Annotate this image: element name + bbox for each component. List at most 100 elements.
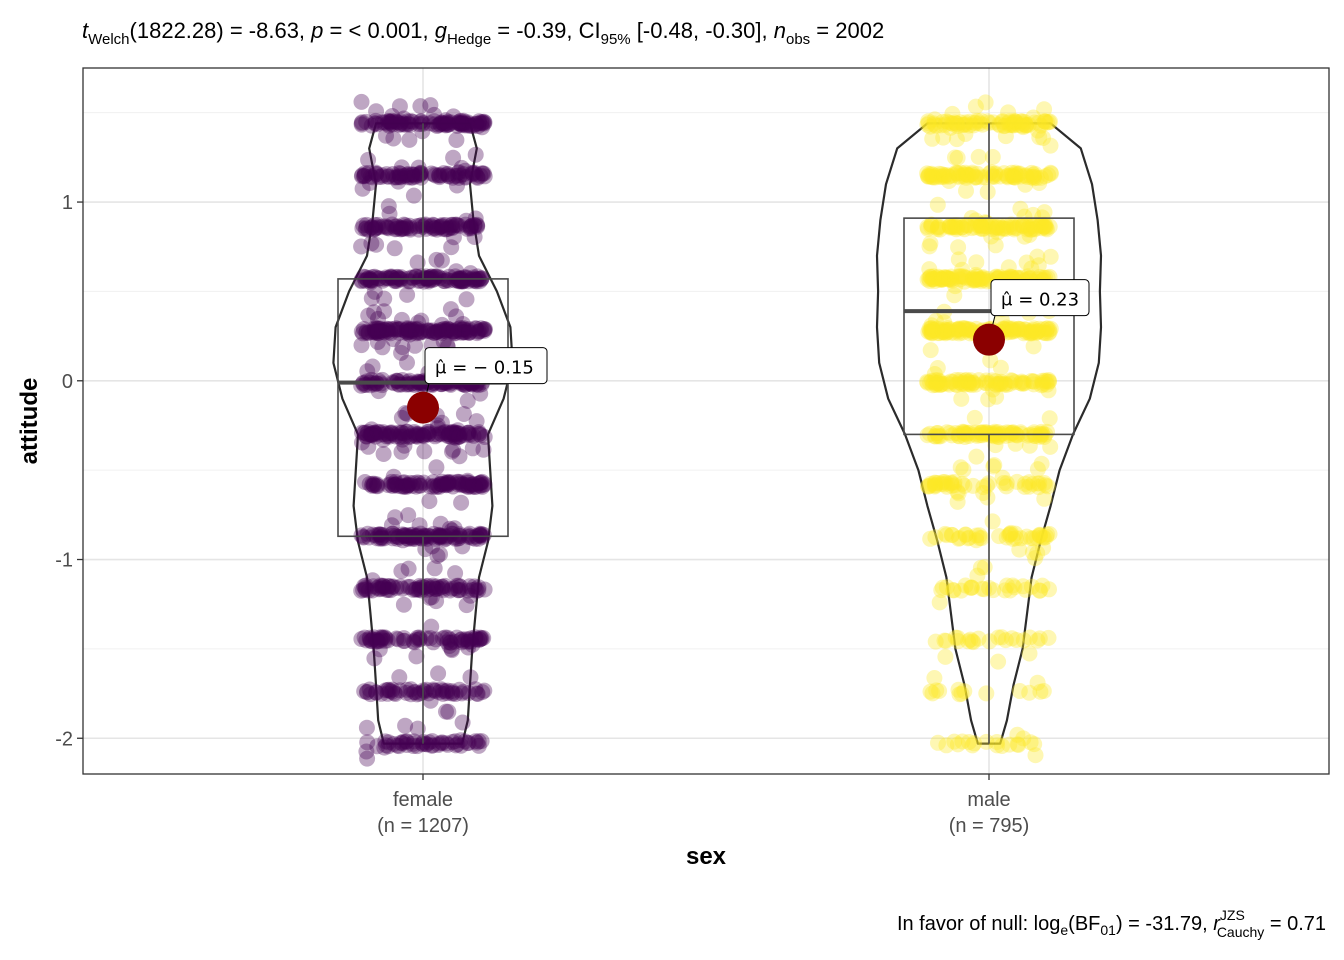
data-point — [1004, 320, 1021, 337]
data-point — [392, 734, 409, 751]
data-point — [354, 434, 370, 451]
data-point — [372, 577, 389, 594]
data-point — [435, 333, 452, 350]
data-point — [382, 582, 399, 599]
data-point — [1015, 730, 1032, 747]
data-point — [476, 168, 493, 185]
data-point — [958, 216, 975, 233]
data-point — [395, 115, 412, 132]
data-point — [413, 582, 430, 599]
mean-label: μ̂ = 0.23 — [1001, 290, 1079, 311]
data-point — [450, 577, 467, 594]
data-point — [470, 426, 487, 443]
data-point — [452, 320, 469, 337]
data-point — [1021, 325, 1038, 342]
data-point — [366, 304, 383, 321]
data-point — [434, 316, 450, 333]
data-point — [440, 475, 457, 492]
data-point — [378, 219, 395, 236]
data-point — [451, 428, 468, 445]
data-point — [987, 437, 1004, 454]
data-point — [415, 428, 432, 445]
data-point — [987, 425, 1003, 441]
data-point — [963, 579, 980, 596]
data-point — [353, 582, 370, 599]
data-point — [440, 272, 457, 289]
data-point — [472, 167, 489, 184]
data-point — [409, 320, 426, 337]
data-point — [472, 474, 489, 491]
data-point — [456, 321, 472, 338]
data-point — [435, 115, 452, 132]
data-point — [366, 320, 383, 337]
data-point — [1039, 478, 1056, 495]
data-point — [471, 425, 488, 442]
data-point — [407, 425, 424, 442]
data-point — [954, 116, 971, 133]
data-point — [924, 685, 941, 702]
data-point — [432, 476, 449, 493]
data-point — [1027, 747, 1044, 764]
data-point — [941, 173, 957, 189]
data-point — [393, 159, 410, 176]
data-point — [1024, 323, 1041, 340]
data-point — [475, 630, 492, 646]
data-point — [413, 684, 430, 701]
data-point — [418, 736, 435, 753]
data-point — [961, 321, 978, 338]
data-point — [1041, 581, 1057, 598]
data-point — [366, 268, 383, 285]
data-point — [1017, 117, 1034, 134]
data-point — [944, 527, 961, 543]
data-point — [1020, 324, 1037, 341]
data-point — [384, 116, 401, 133]
data-point — [1005, 116, 1022, 133]
data-point — [449, 476, 466, 493]
data-point — [430, 580, 447, 597]
data-point — [1027, 220, 1044, 237]
data-point — [401, 474, 418, 491]
data-point — [392, 221, 409, 238]
data-point — [949, 164, 966, 181]
data-point — [356, 683, 373, 700]
data-point — [380, 168, 397, 185]
data-point — [404, 113, 421, 130]
data-point — [949, 321, 966, 338]
data-point — [1007, 525, 1024, 542]
data-point — [384, 166, 401, 182]
data-point — [996, 376, 1013, 393]
data-point — [920, 113, 937, 130]
data-point — [1007, 169, 1024, 186]
data-point — [1021, 227, 1038, 243]
data-point — [932, 271, 948, 288]
data-point — [377, 682, 394, 699]
data-point — [379, 682, 396, 699]
data-point — [961, 321, 978, 338]
data-point — [454, 714, 471, 731]
data-point — [359, 525, 376, 542]
data-point — [409, 428, 426, 445]
data-point — [438, 703, 454, 720]
data-point — [1037, 113, 1053, 130]
data-point — [956, 477, 973, 494]
data-point — [1027, 550, 1044, 567]
data-point — [471, 323, 487, 340]
data-point — [411, 475, 428, 492]
chart-caption: In favor of null: loge(BF01) = -31.79, r… — [897, 907, 1326, 940]
data-point — [1036, 325, 1053, 341]
data-point — [367, 527, 384, 544]
data-point — [948, 372, 965, 388]
data-point — [939, 320, 956, 337]
data-point — [378, 127, 394, 144]
data-point — [998, 424, 1015, 441]
data-point — [363, 425, 380, 442]
data-point — [930, 734, 946, 751]
data-point — [1012, 321, 1029, 338]
data-point — [457, 168, 474, 185]
data-point — [439, 166, 456, 183]
data-point — [1036, 429, 1053, 445]
data-point — [370, 169, 387, 185]
data-point — [963, 272, 980, 289]
data-point — [405, 475, 422, 491]
data-point — [991, 117, 1008, 134]
